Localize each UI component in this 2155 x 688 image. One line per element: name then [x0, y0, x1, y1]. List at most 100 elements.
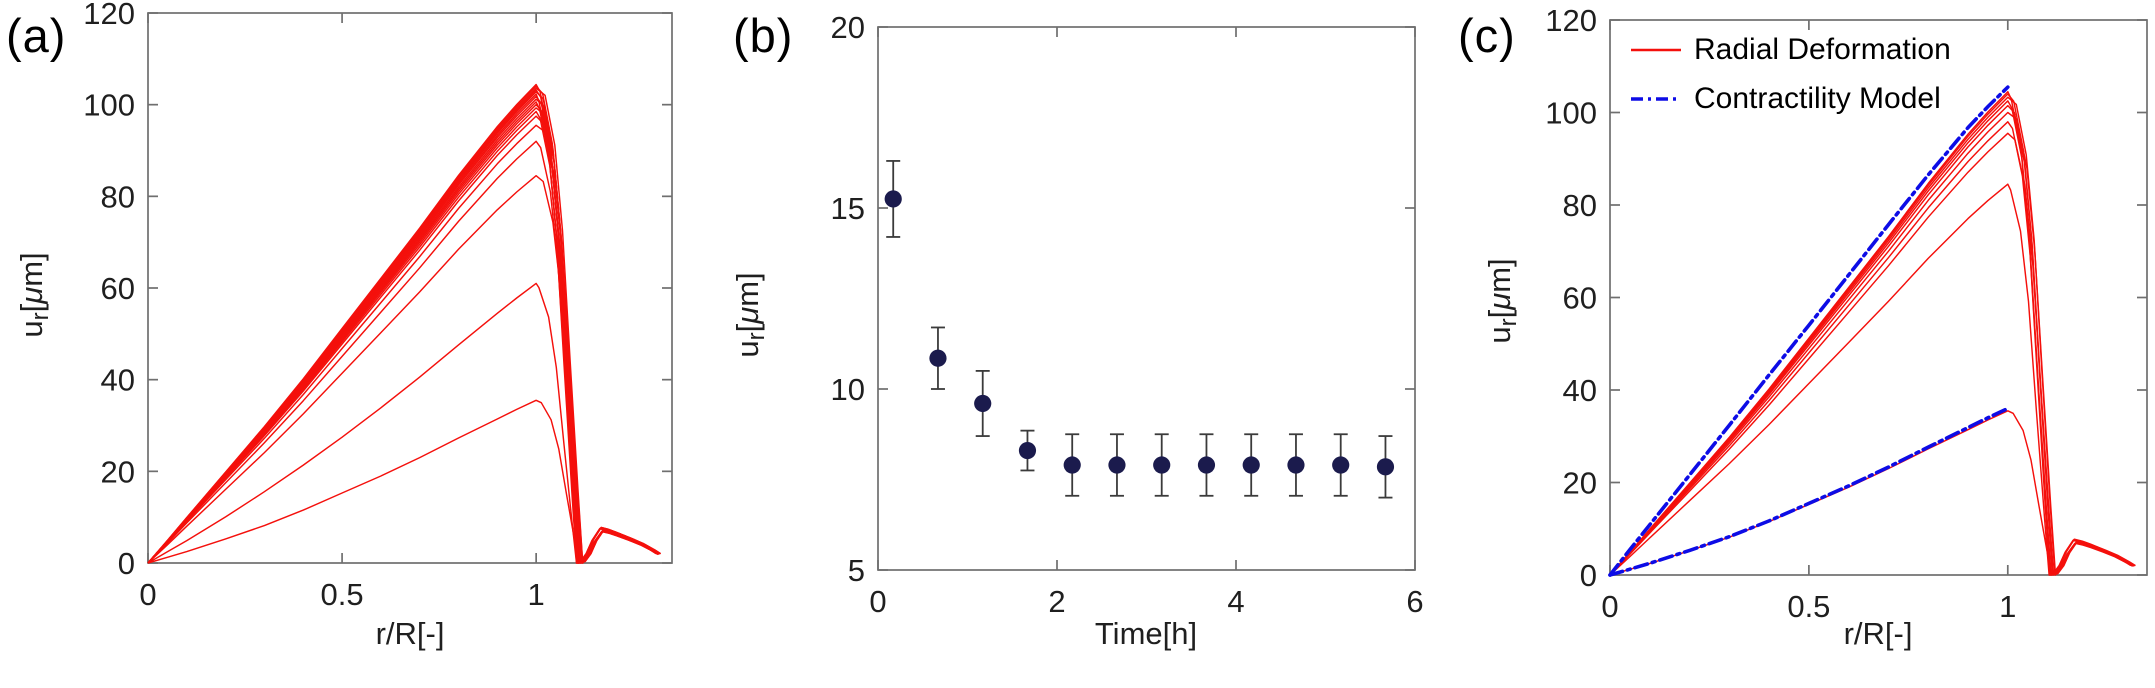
legend-label: Radial Deformation	[1694, 33, 1951, 66]
y-tick-label: 0	[118, 546, 135, 581]
contractility-model-curve	[1608, 85, 2010, 577]
x-tick-label: 6	[1406, 584, 1423, 619]
radial-deformation-curve	[147, 282, 661, 564]
y-tick-label: 120	[1545, 3, 1597, 38]
y-label-base: u	[14, 320, 49, 338]
data-point-marker	[1287, 456, 1305, 474]
x-axis-label-a: r/R[-]	[375, 616, 445, 651]
y-tick-label: 100	[83, 88, 135, 123]
legend-entry-radial-deformation: Radial Deformation	[1630, 30, 1951, 70]
data-point-marker	[974, 394, 992, 413]
x-tick-label: 1	[528, 577, 545, 612]
x-tick-label: 0	[869, 584, 886, 619]
radial-deformation-curve	[147, 103, 658, 564]
radial-deformation-curve	[147, 107, 660, 564]
panel-label-a: (a)	[6, 9, 67, 62]
y-label-mu: μ	[1482, 292, 1517, 310]
y-tick-label: 15	[831, 191, 865, 226]
y-label-close: m]	[730, 272, 765, 307]
data-point-marker	[884, 190, 902, 208]
radial-deformation-curve	[1609, 132, 2133, 576]
panel-label-b: (b)	[733, 9, 794, 62]
radial-deformation-curve	[147, 115, 658, 564]
radial-deformation-curve	[147, 95, 657, 564]
radial-deformation-curve	[147, 110, 662, 564]
x-axis-label-b: Time[h]	[1094, 616, 1198, 651]
radial-deformation-curve	[1609, 100, 2136, 576]
x-tick-label: 0	[139, 577, 156, 612]
data-point-marker	[1376, 458, 1395, 476]
radial-deformation-curve	[147, 101, 661, 564]
y-tick-label: 40	[101, 363, 135, 398]
data-point-marker	[1063, 456, 1081, 474]
radial-deformation-curve	[147, 174, 659, 564]
y-tick-label: 80	[101, 179, 135, 214]
y-tick-label: 80	[1563, 188, 1597, 223]
y-tick-label: 5	[848, 553, 865, 588]
radial-deformation-curve	[147, 93, 661, 564]
radial-deformation-curve	[147, 89, 657, 564]
radial-deformation-curve	[1609, 96, 2134, 576]
radial-deformation-curve	[1609, 111, 2135, 576]
x-tick-label: 1	[1999, 589, 2016, 624]
y-label-open: [	[730, 323, 765, 333]
legend: Radial Deformation Contractility Model	[1630, 30, 1951, 119]
y-label-open: [	[1482, 309, 1517, 319]
y-tick-label: 40	[1563, 373, 1597, 408]
y-tick-label: 60	[101, 271, 135, 306]
y-tick-label: 20	[1563, 466, 1597, 501]
data-point-marker	[1197, 456, 1216, 474]
y-tick-label: 20	[101, 454, 135, 489]
plot-frame	[147, 12, 673, 564]
y-label-base: u	[730, 340, 765, 358]
x-tick-label: 0.5	[1787, 589, 1830, 624]
y-label-close: m]	[1482, 258, 1517, 293]
radial-deformation-curve	[147, 87, 660, 564]
plot-frame	[877, 26, 1416, 571]
panel-label-c: (c)	[1458, 9, 1516, 62]
x-tick-label: 0	[1601, 589, 1618, 624]
legend-label: Contractility Model	[1694, 82, 1941, 115]
legend-line-solid-red-icon	[1631, 48, 1681, 52]
radial-deformation-curve	[147, 140, 657, 564]
contractility-model-curve	[1608, 406, 2010, 577]
y-axis-label-c: u r[μ m]	[1477, 151, 1523, 451]
data-point-marker	[929, 349, 947, 367]
x-tick-label: 0.5	[321, 577, 364, 612]
radial-deformation-curve	[1609, 104, 2133, 576]
legend-line-dashdot-blue-icon	[1631, 97, 1681, 101]
data-point-marker	[1108, 456, 1126, 474]
radial-deformation-curve	[147, 83, 662, 564]
y-tick-label: 100	[1545, 96, 1597, 131]
radial-deformation-curve	[147, 98, 659, 564]
y-tick-label: 20	[831, 10, 865, 45]
y-axis-label-a: u r[μ m]	[9, 145, 55, 445]
y-label-close: m]	[14, 252, 49, 287]
radial-deformation-curve	[147, 91, 659, 564]
y-label-base: u	[1482, 326, 1517, 344]
y-tick-label: 10	[831, 372, 865, 407]
y-label-mu: μ	[730, 306, 765, 324]
y-label-sub: r	[743, 332, 770, 341]
y-label-open: [	[14, 303, 49, 313]
y-tick-label: 0	[1580, 558, 1597, 593]
data-point-marker	[1018, 441, 1037, 460]
x-tick-label: 4	[1227, 584, 1244, 619]
radial-deformation-curve	[147, 124, 660, 564]
y-label-sub: r	[1495, 318, 1522, 327]
y-label-sub: r	[27, 312, 54, 321]
legend-entry-contractility-model: Contractility Model	[1630, 79, 1951, 119]
data-point-marker	[1153, 456, 1171, 474]
y-tick-label: 60	[1563, 281, 1597, 316]
data-point-marker	[1242, 456, 1260, 474]
y-label-mu: μ	[14, 286, 49, 304]
y-tick-label: 120	[83, 0, 135, 31]
x-axis-label-c: r/R[-]	[1843, 616, 1913, 651]
data-point-marker	[1332, 456, 1350, 474]
radial-deformation-curve	[1609, 90, 2136, 576]
y-axis-label-b: u r[μ m]	[725, 165, 771, 465]
x-tick-label: 2	[1048, 584, 1065, 619]
radial-deformation-curve	[1609, 121, 2132, 576]
